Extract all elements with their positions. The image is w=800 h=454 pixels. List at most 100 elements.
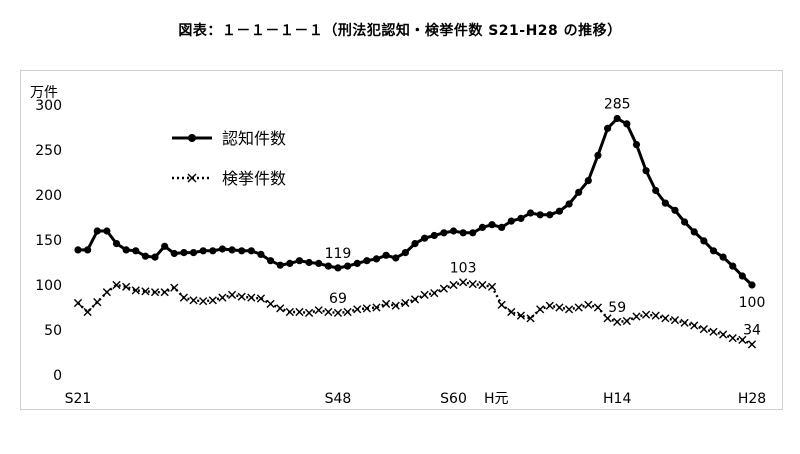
- data-point-recognized: [623, 120, 631, 128]
- data-point-recognized: [170, 249, 178, 258]
- data-point-cleared: [324, 307, 333, 317]
- data-point-recognized: [546, 211, 554, 219]
- data-point-recognized: [228, 246, 236, 254]
- data-point-cleared: [112, 280, 121, 290]
- data-point-recognized: [353, 259, 361, 267]
- data-point-recognized: [401, 249, 409, 257]
- data-point-cleared: [247, 293, 256, 302]
- data-point-recognized: [151, 253, 159, 261]
- y-tick-label: 250: [35, 143, 62, 159]
- y-tick-label: 0: [53, 368, 62, 384]
- data-point-cleared: [690, 321, 699, 330]
- data-point-cleared: [170, 283, 179, 292]
- data-point-recognized: [141, 252, 149, 260]
- data-label: 34: [743, 322, 761, 338]
- data-point-cleared: [564, 305, 574, 314]
- data-point-cleared: [420, 290, 429, 299]
- data-point-recognized: [440, 229, 448, 237]
- data-point-cleared: [141, 287, 150, 296]
- data-point-cleared: [73, 298, 83, 308]
- data-point-cleared: [150, 288, 160, 297]
- data-point-cleared: [199, 297, 208, 306]
- data-point-cleared: [661, 314, 670, 323]
- data-point-recognized: [507, 217, 515, 225]
- data-point-cleared: [304, 308, 314, 317]
- data-point-recognized: [709, 247, 718, 255]
- data-point-recognized: [478, 223, 486, 231]
- data-point-cleared: [641, 310, 651, 319]
- data-point-cleared: [179, 293, 189, 302]
- data-point-recognized: [199, 247, 207, 255]
- data-point-recognized: [459, 229, 467, 237]
- data-point-recognized: [584, 177, 592, 185]
- data-point-recognized: [315, 259, 323, 267]
- x-tick-label: H28: [738, 391, 766, 407]
- data-point-recognized: [449, 227, 458, 235]
- x-tick-label: H14: [603, 391, 631, 407]
- x-tick-label: S48: [325, 391, 352, 407]
- series-layer: [73, 114, 757, 349]
- data-point-cleared: [555, 303, 564, 312]
- data-point-cleared: [478, 280, 487, 290]
- data-point-recognized: [421, 234, 429, 242]
- data-point-cleared: [276, 304, 285, 313]
- data-point-recognized: [671, 206, 679, 214]
- x-tick-label: H元: [484, 391, 509, 407]
- data-point-recognized: [334, 264, 342, 272]
- data-point-recognized: [555, 207, 564, 215]
- data-point-cleared: [670, 316, 680, 325]
- data-point-recognized: [238, 247, 246, 255]
- data-point-recognized: [74, 246, 82, 254]
- data-point-recognized: [276, 261, 284, 269]
- data-point-cleared: [372, 303, 381, 312]
- data-point-recognized: [719, 253, 727, 261]
- data-point-cleared: [430, 289, 439, 298]
- legend-label: 検挙件数: [222, 169, 286, 188]
- y-tick-label: 300: [35, 98, 62, 114]
- annotation-layer: 119 69 103 285 59 100 34: [325, 97, 766, 339]
- data-point-recognized: [247, 247, 255, 255]
- data-point-cleared: [584, 300, 593, 309]
- data-point-cleared: [516, 311, 526, 320]
- data-point-recognized: [209, 247, 217, 255]
- data-point-recognized: [286, 259, 294, 267]
- data-point-recognized: [594, 151, 602, 159]
- data-point-cleared: [256, 294, 266, 303]
- data-point-recognized: [189, 249, 198, 257]
- series-line-cleared: [77, 281, 753, 346]
- data-point-recognized: [363, 257, 371, 265]
- data-point-cleared: [651, 311, 660, 320]
- data-point-recognized: [93, 227, 101, 235]
- data-point-cleared: [613, 317, 622, 326]
- data-point-cleared: [747, 340, 757, 349]
- data-point-cleared: [449, 280, 458, 290]
- data-point-recognized: [122, 246, 130, 254]
- data-point-recognized: [613, 114, 621, 123]
- data-point-recognized: [498, 223, 506, 231]
- data-point-cleared: [295, 307, 304, 317]
- data-point-cleared: [574, 303, 583, 312]
- data-point-recognized: [372, 255, 381, 263]
- data-point-cleared: [102, 288, 111, 297]
- data-point-cleared: [83, 307, 92, 317]
- data-point-recognized: [257, 250, 265, 258]
- data-point-recognized: [305, 258, 313, 267]
- x-tick-label: S60: [440, 391, 467, 407]
- data-point-recognized: [729, 262, 737, 270]
- data-point-recognized: [536, 211, 544, 219]
- data-point-cleared: [719, 330, 728, 339]
- data-label: 103: [450, 260, 477, 276]
- data-point-recognized: [430, 231, 438, 240]
- data-point-recognized: [161, 242, 169, 250]
- data-point-cleared: [353, 305, 362, 314]
- data-label: 119: [325, 246, 352, 262]
- data-point-recognized: [575, 188, 583, 196]
- data-point-cleared: [314, 306, 323, 315]
- data-point-cleared: [285, 307, 294, 317]
- data-point-recognized: [681, 218, 689, 226]
- data-point-recognized: [469, 229, 477, 237]
- data-point-cleared: [497, 300, 506, 309]
- y-tick-label: 100: [35, 278, 62, 294]
- data-point-cleared: [468, 280, 477, 289]
